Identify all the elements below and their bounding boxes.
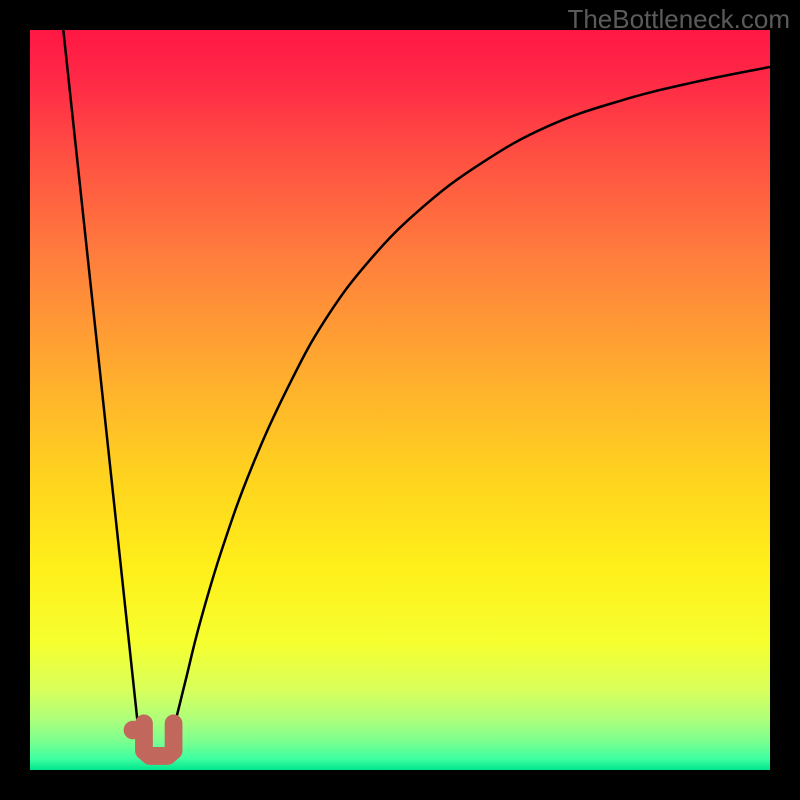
gradient-background (30, 30, 770, 770)
chart-container: TheBottleneck.com (0, 0, 800, 800)
watermark-text: TheBottleneck.com (567, 4, 790, 35)
bottleneck-curve-chart (0, 0, 800, 800)
